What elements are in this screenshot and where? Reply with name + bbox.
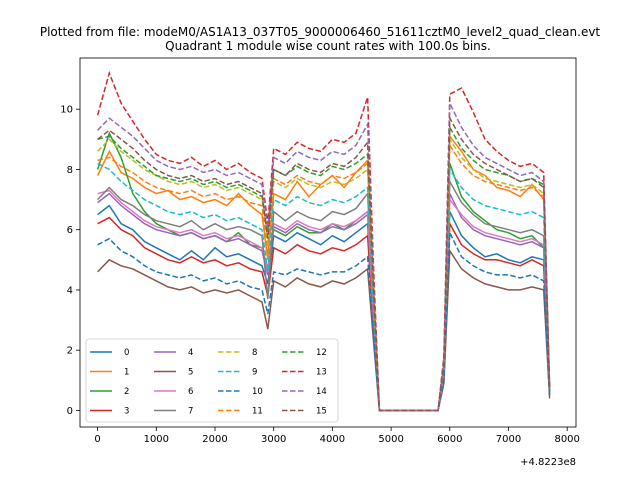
series-line-6 [97,189,551,412]
series-line-9 [97,162,551,412]
legend-label-6: 6 [188,387,193,397]
x-tick-label: 8000 [554,434,579,445]
x-tick-label: 6000 [437,434,462,445]
legend-label-11: 11 [252,407,263,417]
y-tick-label: 8 [67,165,73,176]
series-line-7 [97,178,551,412]
series-line-0 [97,204,551,412]
y-tick-label: 0 [67,406,73,417]
x-tick-label: 2000 [202,434,227,445]
legend-label-1: 1 [124,368,129,378]
x-tick-label: 7000 [496,434,521,445]
legend-label-2: 2 [124,387,129,397]
series-line-1 [96,134,551,412]
series-lines [96,70,551,412]
legend-label-9: 9 [252,368,257,378]
series-line-5 [97,248,551,412]
legend-label-8: 8 [252,348,257,358]
x-tick-label: 1000 [144,434,169,445]
y-tick-label: 2 [67,346,73,357]
legend-label-14: 14 [316,387,327,397]
y-tick-label: 10 [60,105,73,116]
chart-title: Quadrant 1 module wise count rates with … [165,39,491,53]
legend-label-10: 10 [252,387,263,397]
series-line-11 [97,142,551,412]
legend-label-4: 4 [188,348,193,358]
axes-frame [79,57,577,428]
series-line-12 [97,124,551,412]
legend-label-0: 0 [124,348,129,358]
legend-label-7: 7 [188,407,193,417]
series-line-10 [97,232,551,412]
legend-label-15: 15 [316,407,327,417]
series-line-2 [96,131,551,412]
x-tick-label: 0 [94,434,100,445]
series-line-3 [97,216,551,412]
x-tick-label: 4000 [320,434,345,445]
x-tick-label: 3000 [261,434,286,445]
series-line-4 [97,192,551,412]
series-line-15 [97,115,551,412]
series-line-13 [96,70,551,412]
legend-label-5: 5 [188,368,193,378]
legend-label-3: 3 [124,407,129,417]
legend-box [85,338,339,423]
figure-suptitle: Plotted from file: modeM0/AS1A13_037T05_… [40,25,601,39]
x-tick-label: 5000 [378,434,403,445]
series-line-14 [97,102,551,412]
series-line-8 [97,136,551,412]
legend-label-12: 12 [316,348,327,358]
x-offset-label: +4.8223e8 [520,457,576,468]
legend-label-13: 13 [316,368,327,378]
y-tick-label: 6 [67,225,73,236]
y-tick-label: 4 [67,285,73,296]
